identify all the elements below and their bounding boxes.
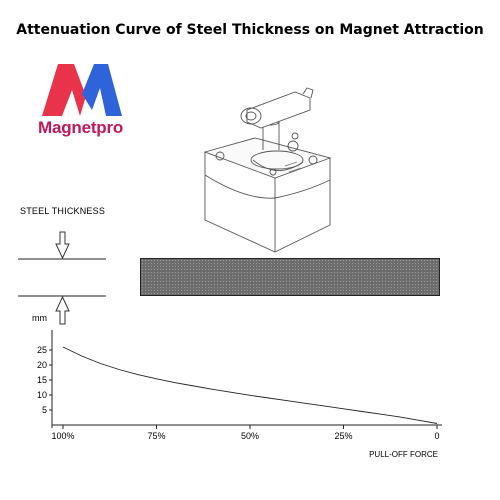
y-tick-label: 5 <box>42 405 47 415</box>
y-tick-label: 10 <box>37 390 47 400</box>
x-tick-label: 75% <box>147 431 165 441</box>
y-tick-label: 20 <box>37 360 47 370</box>
attenuation-curve <box>62 346 438 424</box>
brand-logo <box>38 58 128 138</box>
up-arrow-icon <box>55 295 70 325</box>
thickness-indicator <box>18 231 106 325</box>
brand-name: Magnetpro <box>38 118 124 137</box>
y-tick-label: 25 <box>37 345 47 355</box>
chart-title: Attenuation Curve of Steel Thickness on … <box>16 22 484 38</box>
y-axis-label: mm <box>32 313 47 323</box>
magnet-illustration <box>185 80 350 260</box>
down-arrow-icon <box>55 231 70 260</box>
x-axis-label: PULL-OFF FORCE <box>369 450 438 459</box>
steel-plate <box>140 258 440 296</box>
attenuation-chart: mm PULL-OFF FORCE 5 10 15 20 25 100% 75% 50% 25… <box>32 313 442 459</box>
switchable-magnet-base-illustration <box>203 87 332 253</box>
steel-thickness-label: STEEL THICKNESS <box>20 206 106 216</box>
y-tick-label: 15 <box>37 375 47 385</box>
x-tick-label: 0 <box>434 431 439 441</box>
magnetpro-logo-icon <box>42 64 122 116</box>
x-tick-label: 100% <box>51 431 74 441</box>
x-tick-label: 25% <box>334 431 352 441</box>
x-tick-label: 50% <box>241 431 259 441</box>
